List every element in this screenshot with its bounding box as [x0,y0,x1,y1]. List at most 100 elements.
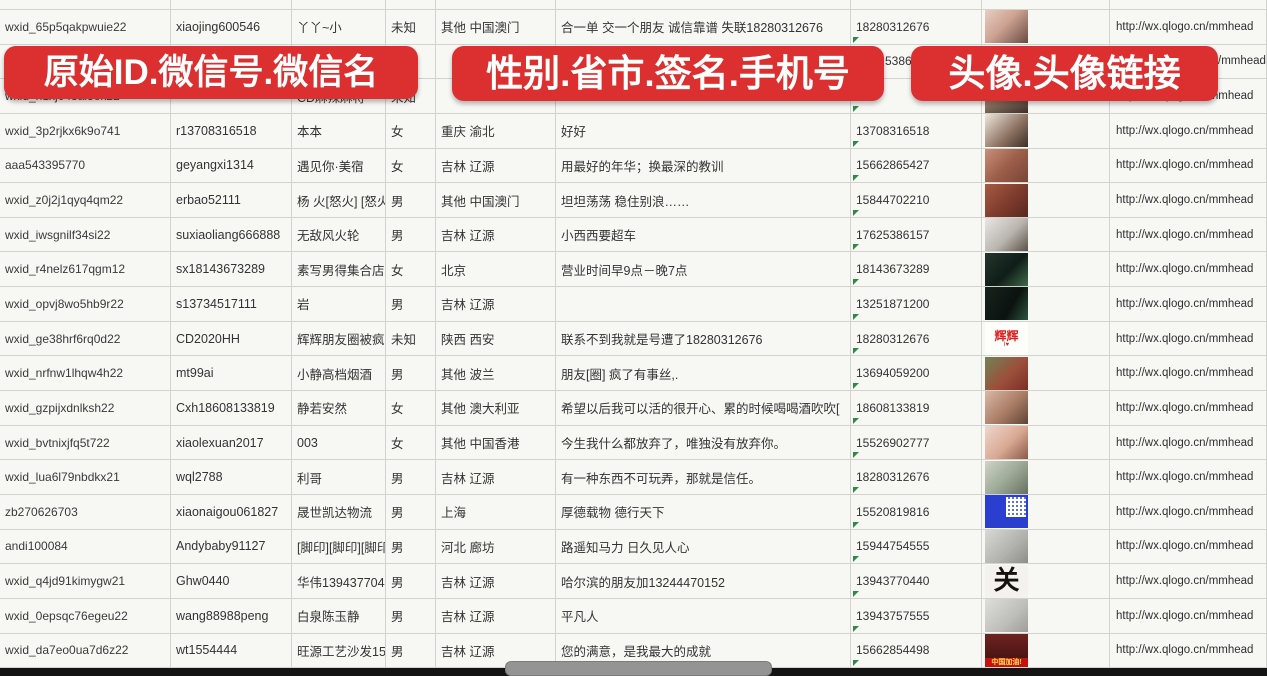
cell-signature[interactable]: 路遥知马力 日久见人心 [556,529,851,565]
cell-gender[interactable]: 男 [386,529,436,565]
cell-avatar[interactable] [982,10,1110,45]
cell-original-id[interactable]: wxid_0epsqc76egeu22 [0,598,171,634]
cell-wechat-name[interactable]: 华伟13943770440 [292,564,386,599]
cell-avatar-link[interactable]: http://wx.qlogo.cn/mmhead [1110,356,1267,392]
cell-gender[interactable]: 女 [386,252,436,288]
cell-wechat-name[interactable]: 本本 [292,113,386,149]
cell-avatar[interactable] [982,460,1110,495]
cell-wechat-name[interactable]: 003 [292,425,386,461]
cell-signature[interactable]: 坦坦荡荡 稳住别浪…… [556,183,851,218]
cell-original-id[interactable]: wxid_ge38hrf6rq0d22 [0,321,171,357]
cell-phone[interactable]: 15844702210 [851,183,982,218]
cell-signature[interactable]: 营业时间早9点－晚7点 [556,252,851,288]
cell-wechat-id[interactable]: Ghw0440 [171,564,292,599]
cell-region[interactable]: 其他 中国澳门 [436,183,556,218]
cell-wechat-id[interactable]: erbao52111 [171,183,292,218]
cell-wechat-id[interactable]: wql2788 [171,460,292,495]
cell-region[interactable]: 吉林 辽源 [436,564,556,599]
cell-signature[interactable]: 好好 [556,113,851,149]
cell-avatar[interactable] [982,113,1110,149]
cell-avatar-link[interactable]: http://wx.qlogo.cn/mmhead [1110,321,1267,357]
cell-region[interactable]: 吉林 辽源 [436,217,556,253]
cell-region[interactable]: 吉林 辽源 [436,598,556,634]
cell-signature[interactable]: 今生我什么都放弃了，唯独没有放弃你。 [556,425,851,461]
cell-original-id[interactable]: wxid_3p2rjkx6k9o741 [0,113,171,149]
cell-gender[interactable]: 女 [386,425,436,461]
cell-wechat-id[interactable]: xiaonaigou061827 [171,494,292,530]
cell-avatar[interactable] [982,494,1110,530]
cell-original-id[interactable]: andi100084 [0,529,171,565]
cell-avatar[interactable] [982,148,1110,184]
cell-region[interactable]: 其他 中国澳门 [436,10,556,45]
cell-gender[interactable]: 男 [386,564,436,599]
cell-original-id[interactable]: wxid_65p5qakpwuie22 [0,10,171,45]
cell-wechat-id[interactable]: s13734517111 [171,287,292,322]
cell-signature[interactable]: 希望以后我可以活的很开心、累的时候喝喝酒吹吹[ [556,391,851,426]
cell-avatar-link[interactable]: http://wx.qlogo.cn/mmhead [1110,113,1267,149]
cell-wechat-id[interactable]: geyangxi1314 [171,148,292,184]
cell-phone[interactable]: 17625386157 [851,217,982,253]
cell-original-id[interactable]: wxid_gzpijxdnlksh22 [0,391,171,426]
cell-original-id[interactable]: zb270626703 [0,494,171,530]
cell-region[interactable]: 重庆 渝北 [436,113,556,149]
cell-region[interactable]: 其他 中国香港 [436,425,556,461]
cell-original-id[interactable]: wxid_bvtnixjfq5t722 [0,425,171,461]
cell-wechat-id[interactable]: CD2020HH [171,321,292,357]
cell-avatar-link[interactable]: http://wx.qlogo.cn/mmhead [1110,287,1267,322]
cell-wechat-id[interactable]: wt1554444 [171,633,292,669]
cell-avatar[interactable] [982,529,1110,565]
cell-signature[interactable]: 联系不到我就是号遭了18280312676 [556,321,851,357]
cell-phone[interactable]: 15520819816 [851,494,982,530]
cell-gender[interactable]: 男 [386,183,436,218]
cell-gender[interactable]: 男 [386,494,436,530]
cell-gender[interactable]: 男 [386,287,436,322]
cell-signature[interactable]: 朋友[圈] 疯了有事丝,. [556,356,851,392]
cell-signature[interactable]: 用最好的年华；换最深的教训 [556,148,851,184]
cell-phone[interactable]: 15662865427 [851,148,982,184]
horizontal-scrollbar[interactable] [0,661,1267,676]
cell-gender[interactable]: 男 [386,356,436,392]
cell-wechat-id[interactable]: Cxh18608133819 [171,391,292,426]
cell-region[interactable]: 吉林 辽源 [436,287,556,322]
cell-wechat-name[interactable]: 无敌风火轮 [292,217,386,253]
cell-wechat-id[interactable]: r13708316518 [171,113,292,149]
scrollbar-thumb[interactable] [505,661,772,676]
cell-original-id[interactable]: wxid_lua6l79nbdkx21 [0,460,171,495]
cell-avatar-link[interactable]: http://wx.qlogo.cn/mmhead [1110,529,1267,565]
cell-avatar[interactable] [982,425,1110,461]
cell-wechat-name[interactable]: 岩 [292,287,386,322]
cell-original-id[interactable]: wxid_da7eo0ua7d6z22 [0,633,171,669]
cell-avatar-link[interactable]: http://wx.qlogo.cn/mmhead [1110,425,1267,461]
cell-avatar-link[interactable]: http://wx.qlogo.cn/mmhead [1110,391,1267,426]
cell-avatar-link[interactable]: http://wx.qlogo.cn/mmhead [1110,217,1267,253]
cell-avatar[interactable] [982,217,1110,253]
cell-avatar-link[interactable]: http://wx.qlogo.cn/mmhead [1110,148,1267,184]
cell-avatar[interactable] [982,287,1110,322]
cell-wechat-name[interactable]: 旺源工艺沙发15662854 [292,633,386,669]
cell-phone[interactable] [851,0,982,10]
cell-wechat-name[interactable]: 白泉陈玉静 [292,598,386,634]
cell-region[interactable]: 其他 波兰 [436,356,556,392]
cell-avatar[interactable] [982,598,1110,634]
cell-region[interactable]: 吉林 辽源 [436,148,556,184]
cell-wechat-id[interactable] [171,0,292,10]
cell-region[interactable]: 吉林 辽源 [436,460,556,495]
cell-phone[interactable]: 13943770440 [851,564,982,599]
cell-original-id[interactable]: wxid_iwsgnilf34si22 [0,217,171,253]
cell-avatar-link[interactable]: http://wx.qlogo.cn/mmhead [1110,252,1267,288]
cell-signature[interactable] [556,0,851,10]
cell-phone[interactable]: 13251871200 [851,287,982,322]
cell-phone[interactable]: 18608133819 [851,391,982,426]
cell-wechat-id[interactable]: suxiaoliang666888 [171,217,292,253]
cell-phone[interactable]: 15662854498 [851,633,982,669]
cell-phone[interactable]: 13694059200 [851,356,982,392]
cell-phone[interactable]: 18280312676 [851,10,982,45]
cell-avatar[interactable]: 关 [982,564,1110,599]
cell-wechat-id[interactable]: sx18143673289 [171,252,292,288]
cell-signature[interactable] [556,287,851,322]
cell-gender[interactable]: 男 [386,633,436,669]
cell-wechat-name[interactable]: 杨 火[怒火] [怒火] [292,183,386,218]
cell-wechat-id[interactable]: xiaolexuan2017 [171,425,292,461]
cell-signature[interactable]: 平凡人 [556,598,851,634]
cell-original-id[interactable]: aaa543395770 [0,148,171,184]
